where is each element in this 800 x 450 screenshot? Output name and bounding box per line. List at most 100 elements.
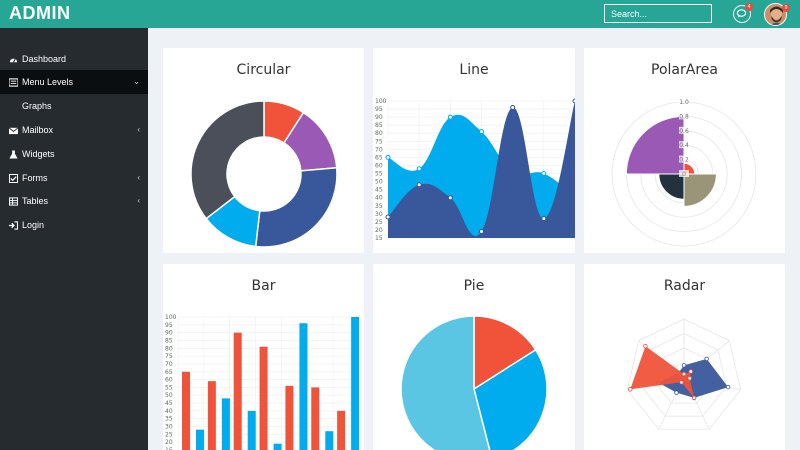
bar — [351, 317, 360, 450]
brand-logo[interactable]: ADMIN — [9, 3, 71, 23]
sidebar-item-dashboard[interactable]: Dashboard — [0, 47, 148, 71]
sidebar-item-tables[interactable]: Tables ‹ — [0, 189, 148, 213]
y-tick-label: 85 — [165, 337, 173, 344]
y-tick-label: 95 — [375, 106, 383, 113]
pie-chart-card: Pie — [373, 264, 575, 450]
list-icon — [9, 77, 18, 87]
card-title: Radar — [663, 278, 706, 294]
bar-chart-card: Bar 100959085807570656055504540353025201… — [163, 264, 364, 450]
card-title: Bar — [251, 278, 276, 294]
bar — [311, 387, 320, 450]
data-point — [628, 387, 633, 392]
data-point — [385, 154, 391, 160]
chevron-left-icon: ‹ — [137, 125, 140, 134]
data-point — [681, 371, 687, 377]
doughnut-chart — [190, 100, 338, 248]
sidebar-item-label: Graphs — [22, 101, 52, 111]
y-tick-label: 40 — [375, 195, 383, 202]
tick-backdrop — [679, 170, 689, 177]
data-point — [572, 98, 575, 104]
sidebar-item-menu-levels[interactable]: Menu Levels ⌄ — [0, 70, 148, 94]
data-point — [674, 390, 679, 395]
user-photo-icon — [765, 4, 786, 25]
bar — [196, 429, 204, 450]
data-point — [681, 363, 687, 368]
pie-slice — [473, 315, 537, 391]
doughnut-slice — [190, 100, 265, 220]
bar — [325, 431, 334, 450]
y-tick-label: 95 — [165, 322, 173, 329]
data-point — [479, 229, 484, 235]
bar — [207, 381, 216, 450]
radar-series — [658, 358, 729, 398]
sidebar-item-label: Login — [22, 220, 45, 230]
data-point — [416, 166, 422, 172]
sidebar: Dashboard Menu Levels ⌄ Graphs Mailbox ‹… — [0, 28, 148, 450]
bar — [285, 385, 294, 450]
search-input[interactable] — [604, 4, 712, 23]
y-tick-label: 25 — [165, 431, 173, 438]
y-tick-label: 70 — [375, 146, 383, 153]
card-title: Pie — [463, 278, 485, 294]
data-point — [385, 214, 391, 220]
y-tick-label: 25 — [375, 219, 383, 226]
bar — [259, 346, 268, 450]
dashboard-icon — [9, 57, 18, 62]
y-tick-label: 80 — [165, 345, 173, 352]
data-point — [416, 182, 422, 188]
chevron-left-icon: ‹ — [137, 196, 140, 205]
data-point — [447, 195, 453, 201]
y-tick-label: 30 — [375, 211, 383, 218]
sidebar-item-label: Dashboard — [22, 54, 67, 64]
card-title: Line — [459, 62, 489, 78]
y-tick-label: 90 — [165, 330, 173, 337]
polar-slice — [658, 173, 685, 200]
y-tick-label: 80 — [375, 130, 383, 137]
doughnut-slice — [254, 166, 338, 248]
sidebar-item-label: Menu Levels — [22, 77, 74, 87]
y-tick-label: 75 — [165, 353, 173, 360]
sidebar-item-login[interactable]: Login — [0, 213, 148, 237]
bar — [299, 323, 308, 450]
circular-chart-card: Circular — [163, 48, 364, 253]
tick-backdrop — [679, 141, 689, 149]
r-tick-label: 0.8 — [679, 113, 689, 120]
pie-chart — [400, 315, 548, 450]
avatar[interactable] — [764, 3, 787, 26]
chevron-down-icon: ⌄ — [133, 77, 140, 86]
bar — [337, 410, 346, 450]
line-chart-card: Line 100 95 90 85 80 75 70 65 60 55 50 45 40 35 30 25 20… — [373, 48, 575, 253]
data-point — [679, 380, 684, 385]
sidebar-item-label: Mailbox — [22, 125, 54, 135]
bar — [221, 398, 230, 450]
avatar-badge: 9 — [782, 4, 790, 12]
sidebar-item-mailbox[interactable]: Mailbox ‹ — [0, 118, 148, 142]
tick-backdrop — [679, 155, 689, 163]
sidebar-item-widgets[interactable]: Widgets — [0, 142, 148, 166]
envelope-icon — [9, 126, 18, 134]
data-point — [725, 384, 731, 390]
chat-button[interactable]: 4 — [733, 3, 753, 23]
sidebar-item-label: Tables — [22, 196, 49, 206]
check-square-icon — [9, 173, 18, 183]
card-title: PolarArea — [651, 62, 718, 78]
y-tick-label: 35 — [375, 203, 383, 210]
r-tick-label: 0 — [682, 171, 686, 178]
polar-slice — [683, 173, 717, 207]
bar — [233, 332, 242, 450]
sidebar-item-forms[interactable]: Forms ‹ — [0, 166, 148, 190]
sidebar-item-label: Widgets — [22, 149, 55, 159]
top-bar: ADMIN 4 9 — [0, 0, 800, 28]
radar-ring — [627, 318, 741, 430]
data-point — [479, 129, 484, 135]
sidebar-item-graphs[interactable]: Graphs — [0, 94, 148, 118]
y-tick-label: 55 — [165, 384, 173, 391]
y-tick-label: 90 — [375, 114, 383, 121]
y-tick-label: 45 — [165, 400, 173, 407]
y-tick-label: 30 — [165, 424, 173, 431]
area-series — [388, 101, 575, 238]
radar-chart-card: Radar — [584, 264, 785, 450]
y-tick-label: 50 — [375, 179, 383, 186]
radar-chart — [627, 318, 741, 430]
